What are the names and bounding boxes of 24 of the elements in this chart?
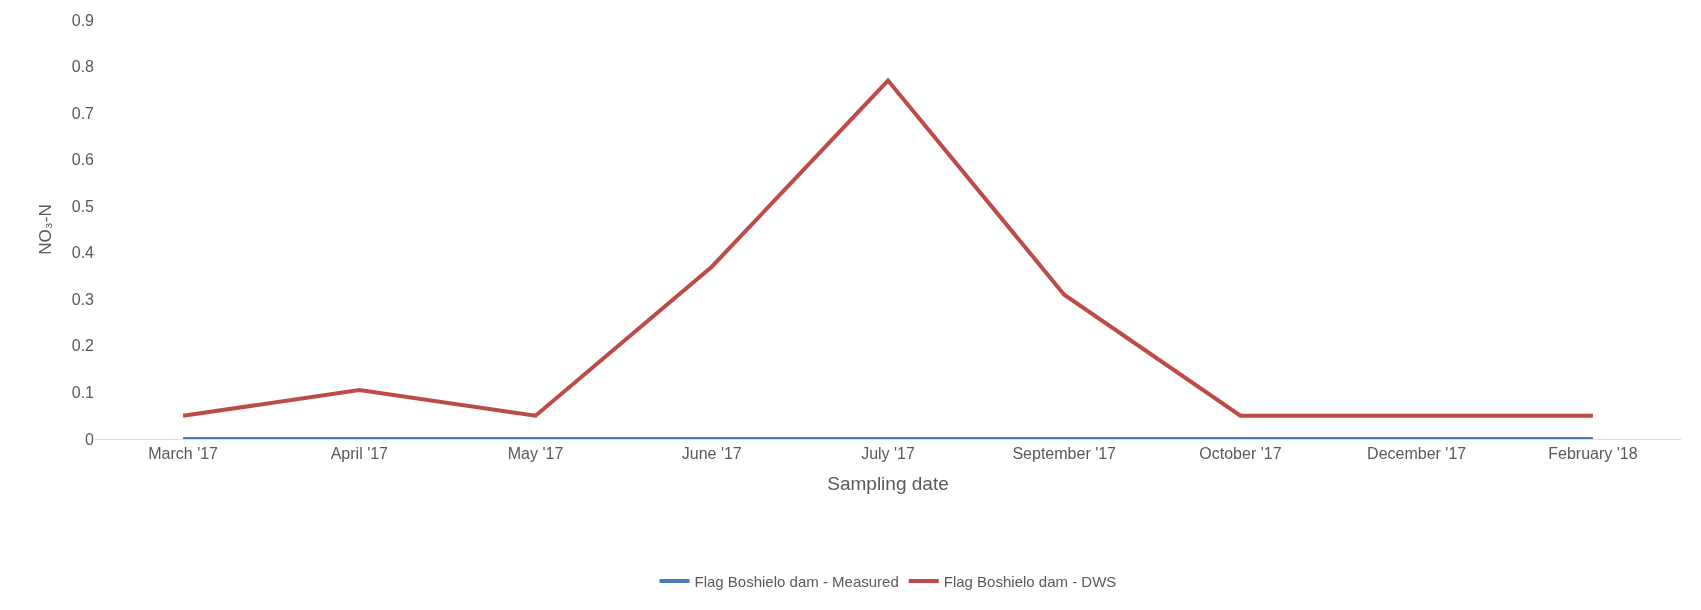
legend-label: Flag Boshielo dam - Measured [694,572,899,590]
y-tick-label: 0.9 [71,11,95,29]
x-tick-label: February '18 [1548,445,1638,463]
y-tick-label: 0.6 [71,151,95,169]
x-tick-label: June '17 [681,445,742,463]
y-tick-label: 0 [85,430,95,448]
x-tick-label: September '17 [1012,445,1117,463]
x-tick-label: October '17 [1199,445,1282,463]
y-tick-label: 0.2 [71,337,95,355]
legend-label: Flag Boshielo dam - DWS [943,572,1117,590]
y-tick-label: 0.1 [71,384,95,402]
x-tick-label: March '17 [148,445,219,463]
x-tick-label: July '17 [861,445,915,463]
y-tick-label: 0.5 [71,197,95,215]
y-tick-label: 0.3 [71,290,95,308]
y-tick-label: 0.8 [71,58,95,76]
y-tick-label: 0.4 [71,244,95,262]
x-tick-label: April '17 [330,445,389,463]
line-series [181,78,1595,418]
y-axis-title: NO₃-N [36,204,56,255]
y-tick-label: 0.7 [71,104,95,122]
x-tick-label: December '17 [1367,445,1467,463]
x-axis-title: Sampling date [827,473,949,494]
x-tick-label: May '17 [507,445,564,463]
